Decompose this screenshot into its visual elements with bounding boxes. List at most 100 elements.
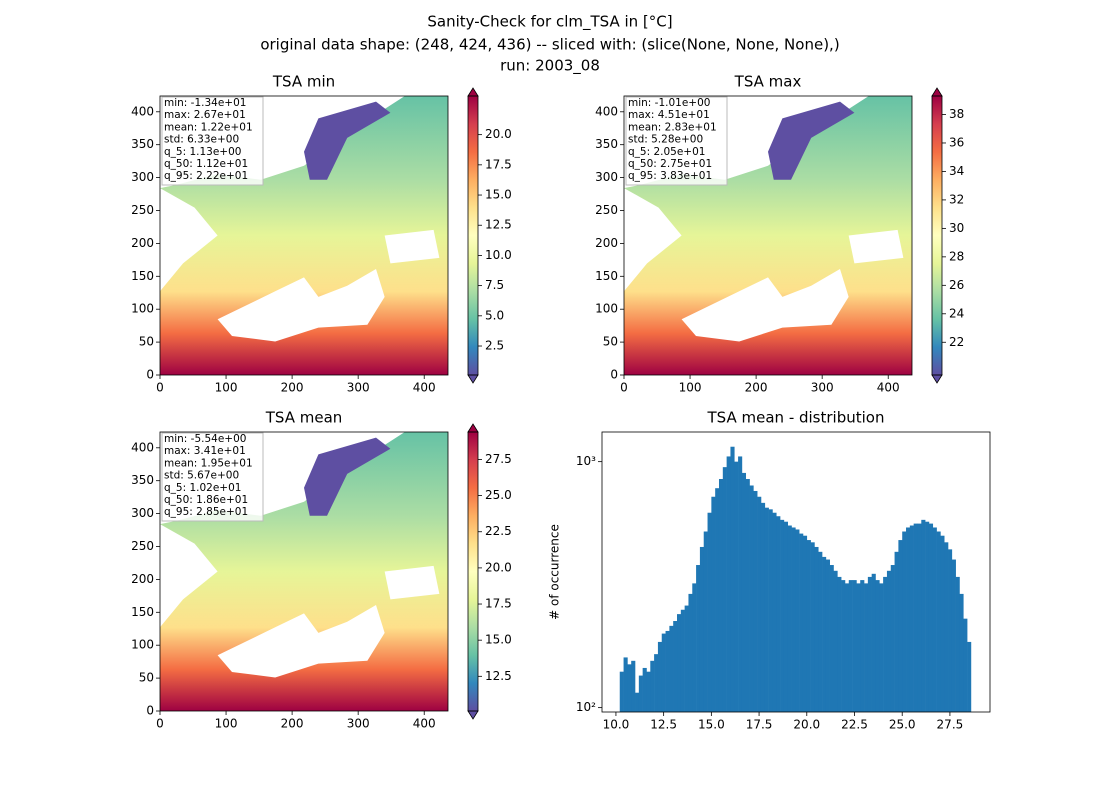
y-tick-label: 250 — [131, 203, 154, 217]
x-tick-label: 17.5 — [746, 718, 773, 732]
x-tick-label: 100 — [679, 381, 702, 395]
axes-frame — [623, 95, 913, 376]
colorbar-extend — [467, 423, 479, 433]
bar — [822, 556, 827, 712]
axes-frame — [601, 431, 991, 713]
colorbar-tick-label: 38 — [949, 107, 964, 121]
sea — [848, 229, 904, 264]
x-tick-label: 100 — [215, 717, 238, 731]
y-tick-label: 10³ — [576, 454, 596, 468]
axes-frame — [159, 431, 449, 712]
bar — [673, 621, 678, 712]
bar — [879, 583, 884, 712]
y-tick-label: 150 — [131, 605, 154, 619]
bar — [928, 523, 934, 712]
x-tick-label: 200 — [745, 381, 768, 395]
bar — [745, 479, 750, 712]
x-tick-label: 22.5 — [841, 718, 868, 732]
bar — [848, 580, 853, 712]
bar — [890, 565, 895, 712]
no-data — [624, 188, 682, 292]
colorbar-frame — [467, 95, 479, 376]
bar — [913, 523, 918, 712]
x-tick-label: 400 — [413, 717, 436, 731]
bar — [959, 593, 964, 712]
colorbar-tick-label: 25.0 — [485, 488, 512, 502]
bar — [680, 609, 685, 712]
x-tick-label: 20.0 — [793, 718, 820, 732]
bar — [783, 521, 788, 712]
y-tick-label: 0 — [610, 368, 618, 382]
stats-line: q_5: 1.02e+01 — [164, 482, 241, 494]
colorbar-tick-label: 20.0 — [485, 560, 512, 574]
colorbar-tick-label: 27.5 — [485, 452, 512, 466]
axes-title: TSA max — [734, 73, 802, 91]
bar — [669, 625, 674, 712]
colorbar — [468, 96, 478, 375]
x-tick-label: 25.0 — [889, 718, 916, 732]
colorbar-tick-label: 5.0 — [485, 308, 504, 322]
colorbar-tick-label: 30 — [949, 221, 964, 235]
y-tick-label: 300 — [595, 170, 618, 184]
bar — [730, 446, 735, 712]
bar — [692, 583, 697, 712]
bar — [787, 525, 792, 712]
bar — [772, 512, 777, 712]
bar — [760, 502, 766, 712]
bar — [753, 490, 758, 712]
x-tick-label: 200 — [281, 717, 304, 731]
bar — [921, 519, 926, 712]
cold-region — [304, 101, 391, 180]
colorbar-extend — [467, 374, 479, 384]
y-tick-label: 50 — [603, 335, 618, 349]
y-tick-label: 50 — [139, 671, 154, 685]
bar — [963, 618, 968, 712]
bar — [650, 660, 655, 712]
stats-line: mean: 2.83e+01 — [628, 121, 717, 133]
bar — [631, 660, 636, 712]
suptitle: original data shape: (248, 424, 436) -- … — [260, 36, 839, 54]
bar — [894, 551, 899, 712]
y-tick-label: 250 — [131, 539, 154, 553]
bar — [806, 540, 811, 712]
colorbar-tick-label: 36 — [949, 135, 964, 149]
bar — [661, 633, 666, 712]
y-tick-label: 100 — [131, 302, 154, 316]
stats-line: q_95: 3.83e+01 — [628, 170, 712, 182]
bar — [749, 485, 754, 712]
stats-box — [161, 96, 264, 186]
bar — [734, 461, 739, 712]
x-tick-label: 12.5 — [650, 718, 677, 732]
x-tick-label: 0 — [156, 381, 164, 395]
bar — [898, 540, 903, 712]
bar — [944, 542, 949, 712]
stats-line: max: 2.67e+01 — [164, 109, 246, 121]
colorbar-tick-label: 32 — [949, 192, 964, 206]
y-tick-label: 0 — [146, 704, 154, 718]
bar — [810, 542, 815, 712]
colorbar-extend — [467, 710, 479, 720]
y-tick-label: 300 — [131, 506, 154, 520]
bar — [635, 692, 640, 712]
bar — [619, 671, 624, 712]
bar — [780, 519, 785, 712]
bar — [623, 657, 628, 712]
axes-frame — [159, 95, 449, 376]
bar — [799, 533, 804, 712]
x-tick-label: 100 — [215, 381, 238, 395]
x-tick-label: 400 — [877, 381, 900, 395]
bar — [902, 531, 907, 712]
bar — [722, 467, 727, 712]
stats-line: min: -5.54e+00 — [164, 433, 246, 445]
stats-line: q_50: 1.86e+01 — [164, 494, 248, 506]
bar — [967, 641, 972, 712]
stats-line: std: 5.67e+00 — [164, 470, 239, 482]
y-axis-label: # of occurrence — [548, 524, 562, 620]
colorbar — [932, 96, 942, 375]
bar — [886, 570, 892, 712]
bar — [677, 614, 682, 712]
bar — [906, 527, 911, 712]
bar — [833, 570, 838, 712]
bar — [860, 580, 865, 712]
stats-line: q_5: 1.13e+00 — [164, 146, 241, 158]
